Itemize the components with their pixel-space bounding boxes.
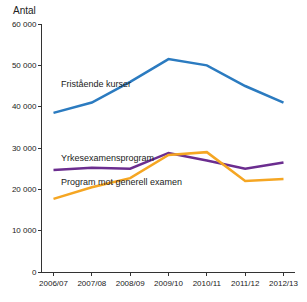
svg-text:2012/13: 2012/13: [269, 279, 298, 288]
svg-text:Program mot generell examen: Program mot generell examen: [61, 177, 182, 187]
svg-text:40 000: 40 000: [12, 102, 37, 111]
svg-text:30 000: 30 000: [12, 144, 37, 153]
svg-text:50 000: 50 000: [12, 61, 37, 70]
svg-text:2008/09: 2008/09: [116, 279, 145, 288]
svg-text:2006/07: 2006/07: [39, 279, 68, 288]
svg-text:0: 0: [32, 268, 37, 277]
svg-text:Yrkesexamensprogram: Yrkesexamensprogram: [61, 153, 154, 163]
svg-text:Antal: Antal: [13, 5, 36, 16]
svg-text:10 000: 10 000: [12, 226, 37, 235]
svg-text:20 000: 20 000: [12, 185, 37, 194]
svg-text:Fristående kurser: Fristående kurser: [61, 79, 131, 89]
svg-text:2010/11: 2010/11: [193, 279, 222, 288]
svg-text:2011/12: 2011/12: [231, 279, 260, 288]
svg-text:2007/08: 2007/08: [77, 279, 106, 288]
svg-text:60 000: 60 000: [12, 20, 37, 29]
svg-text:2009/10: 2009/10: [154, 279, 183, 288]
